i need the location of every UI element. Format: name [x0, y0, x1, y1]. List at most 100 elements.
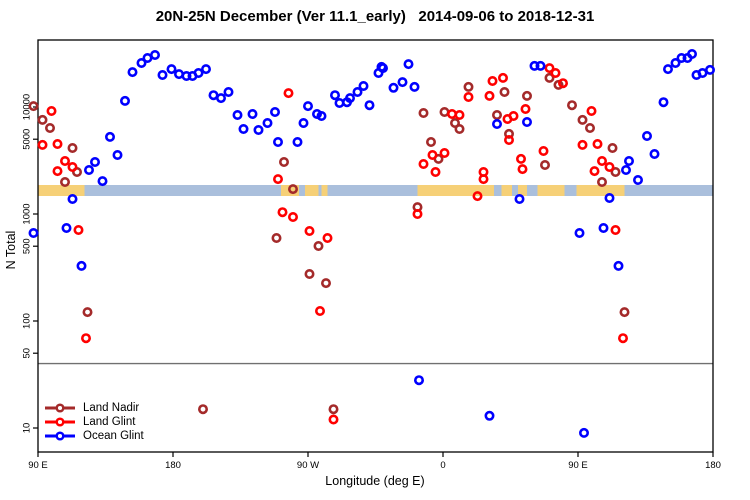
data-point	[632, 175, 643, 186]
x-tick-label: 90 E	[568, 460, 588, 471]
data-point	[84, 165, 95, 176]
data-point	[596, 177, 607, 188]
data-point	[287, 184, 298, 195]
data-point	[577, 139, 588, 150]
data-point	[521, 90, 532, 101]
plot-border	[37, 39, 714, 453]
legend-item: Land Glint	[44, 415, 144, 429]
data-point	[649, 149, 660, 160]
data-point	[658, 97, 669, 108]
data-point	[377, 63, 388, 74]
legend-item: Land Nadir	[44, 401, 144, 415]
x-tick-label: 0	[440, 460, 445, 471]
data-point	[298, 118, 309, 129]
x-tick-label: 90 E	[28, 460, 48, 471]
data-point	[439, 148, 450, 159]
data-point	[112, 150, 123, 161]
data-point	[247, 109, 258, 120]
data-point	[272, 174, 283, 185]
data-point	[67, 194, 78, 205]
legend-marker-icon	[45, 403, 75, 413]
data-point	[277, 207, 288, 218]
data-point	[449, 118, 460, 129]
map-band-land-segment	[576, 185, 625, 196]
data-point	[76, 260, 87, 271]
data-point	[127, 67, 138, 78]
chart-title: 20N-25N December (Ver 11.1_early) 2014-0…	[155, 8, 595, 25]
data-point	[484, 90, 495, 101]
data-point	[472, 191, 483, 202]
data-point	[223, 87, 234, 98]
data-point	[520, 104, 531, 115]
data-point	[67, 143, 78, 154]
data-point	[425, 137, 436, 148]
data-point	[613, 260, 624, 271]
data-point	[287, 212, 298, 223]
data-point	[90, 157, 101, 168]
data-point	[37, 139, 48, 150]
data-point	[598, 223, 609, 234]
y-tick-label: 100	[22, 313, 33, 329]
data-point	[198, 404, 209, 415]
data-point	[59, 156, 70, 167]
data-point	[232, 110, 243, 121]
y-tick-label: 10	[22, 423, 33, 434]
data-point	[216, 93, 227, 104]
data-point	[314, 305, 325, 316]
data-point	[566, 100, 577, 111]
data-point	[120, 95, 131, 106]
data-point	[578, 427, 589, 438]
data-point	[304, 226, 315, 237]
data-point	[105, 131, 116, 142]
legend-marker-icon	[45, 417, 75, 427]
data-point	[463, 92, 474, 103]
data-point	[352, 87, 363, 98]
data-point	[409, 81, 420, 92]
data-point	[454, 124, 465, 135]
x-tick-label: 180	[165, 460, 181, 471]
data-point	[662, 64, 673, 75]
data-point	[269, 107, 280, 118]
data-point	[262, 118, 273, 129]
data-point	[316, 111, 327, 122]
data-point	[619, 307, 630, 318]
data-point	[574, 228, 585, 239]
data-point	[521, 117, 532, 128]
data-point	[584, 123, 595, 134]
data-point	[544, 72, 555, 83]
data-point	[499, 87, 510, 98]
data-point	[166, 64, 177, 75]
data-point	[388, 82, 399, 93]
legend-item: Ocean Glint	[44, 429, 144, 443]
data-point	[641, 131, 652, 142]
data-point	[610, 167, 621, 178]
data-point	[503, 135, 514, 146]
data-point	[272, 137, 283, 148]
y-tick-label: 50	[22, 348, 33, 359]
data-point	[82, 307, 93, 318]
data-point	[596, 156, 607, 167]
data-point	[302, 101, 313, 112]
legend-label: Land Nadir	[83, 402, 140, 414]
map-band-land-segment	[305, 185, 319, 196]
data-point	[150, 49, 161, 60]
map-band-land-segment	[38, 185, 85, 196]
data-point	[313, 241, 324, 252]
map-band-ocean	[38, 185, 713, 196]
data-point	[136, 57, 147, 68]
data-point	[446, 109, 457, 120]
data-point	[529, 60, 540, 71]
data-point	[491, 110, 502, 121]
data-point	[418, 159, 429, 170]
data-point	[604, 193, 615, 204]
legend: Land Nadir Land Glint Ocean Glint	[44, 401, 144, 443]
data-point	[238, 124, 249, 135]
data-point	[539, 160, 550, 171]
data-point	[292, 137, 303, 148]
data-point	[73, 225, 84, 236]
data-point	[604, 162, 615, 173]
data-point	[704, 64, 715, 75]
y-tick-label: 500	[22, 238, 33, 254]
